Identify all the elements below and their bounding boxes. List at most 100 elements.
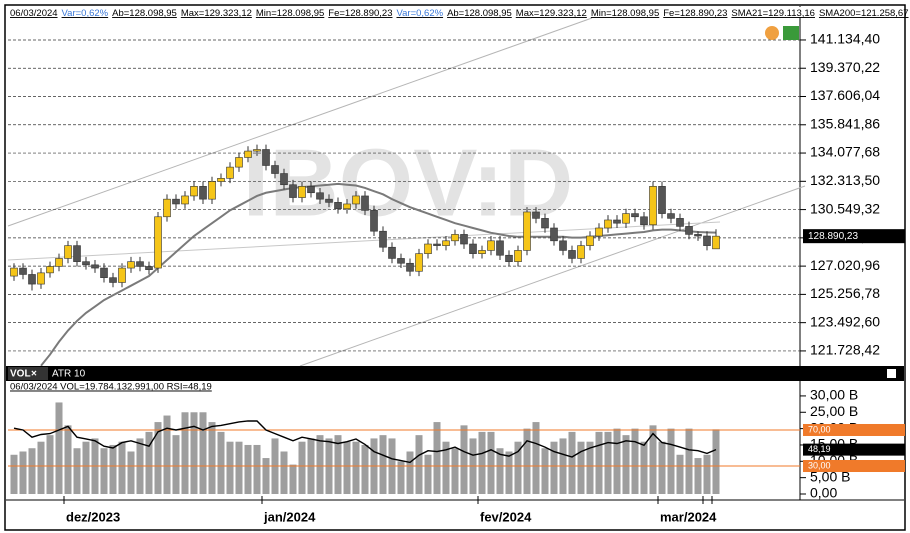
y-tick-label: 121.728,42 — [810, 342, 880, 358]
header-item: 06/03/2024 — [10, 8, 58, 19]
candle-body — [631, 213, 639, 218]
header-item: Min=128.098,95 — [256, 8, 324, 19]
header-item: Max=129.323,12 — [181, 8, 252, 19]
candle-body — [703, 235, 711, 246]
header-item: Min=128.098,95 — [591, 8, 659, 19]
candle-body — [55, 258, 63, 267]
candle-body — [595, 227, 603, 237]
volume-bar — [415, 435, 423, 494]
volume-bar — [145, 431, 153, 494]
volume-bar — [676, 454, 684, 494]
candle-body — [91, 264, 99, 269]
y-tick-label: 137.606,04 — [810, 87, 880, 103]
volume-bar — [514, 441, 522, 494]
header-item: Fe=128.890,23 — [328, 8, 392, 19]
candle-body — [262, 149, 270, 166]
candle-body — [478, 250, 486, 254]
candle-body — [172, 198, 180, 205]
candle-body — [640, 216, 648, 226]
candle-body — [550, 227, 558, 242]
volume-header: 06/03/2024 VOL=19.784.132.991,00 RSI=48,… — [10, 382, 212, 393]
tab[interactable] — [8, 367, 48, 380]
tab-label: ATR 10 — [52, 369, 86, 380]
volume-bar — [604, 431, 612, 494]
panel-bar — [6, 366, 904, 381]
volume-bar — [586, 441, 594, 494]
candle-body — [442, 240, 450, 246]
y-tick-label: 0,00 — [810, 485, 837, 501]
candle-body — [676, 218, 684, 227]
candle-body — [10, 267, 18, 277]
header-item: Ab=128.098,95 — [112, 8, 177, 19]
volume-bar — [451, 448, 459, 494]
icon[interactable] — [765, 26, 779, 40]
volume-bar — [262, 458, 270, 494]
rsi-last-label: 48,19 — [808, 444, 831, 454]
candle-body — [100, 267, 108, 278]
volume-bar — [163, 415, 171, 494]
candle-body — [397, 258, 405, 264]
volume-bar — [460, 425, 468, 494]
icon[interactable] — [783, 26, 799, 40]
volume-bar — [28, 448, 36, 494]
candle-body — [253, 149, 261, 152]
header-item: Fe=128.890,23 — [663, 8, 727, 19]
volume-bar — [208, 422, 216, 494]
header-item: Var=0,62% — [396, 8, 443, 19]
y-tick-label: 123.492,60 — [810, 313, 880, 329]
candle-body — [487, 240, 495, 251]
candle-body — [244, 150, 252, 158]
trend-line — [299, 185, 806, 367]
volume-bar — [577, 441, 585, 494]
candle-body — [712, 235, 720, 250]
rsi-line — [13, 420, 717, 464]
x-tick-label: jan/2024 — [263, 509, 316, 524]
volume-bar — [658, 441, 666, 494]
header-item: Var=0,62% — [62, 8, 109, 19]
candle-body — [298, 186, 306, 198]
y-tick-label: 135.841,86 — [810, 115, 880, 131]
candle-body — [190, 186, 198, 197]
candle-body — [649, 186, 657, 226]
candle-body — [199, 186, 207, 200]
candle-body — [127, 261, 135, 269]
tab-close[interactable]: × — [31, 369, 37, 380]
candle-body — [334, 202, 342, 210]
y-tick-label: 127.020,96 — [810, 257, 880, 273]
volume-bar — [100, 448, 108, 494]
candle-body — [379, 230, 387, 248]
volume-bar — [541, 448, 549, 494]
volume-bar — [253, 444, 261, 494]
candle-body — [415, 253, 423, 272]
candle-body — [37, 272, 45, 285]
rsi-level-label: 30,00 — [808, 460, 831, 470]
trend-line — [7, 17, 593, 227]
volume-bar — [37, 441, 45, 494]
volume-bar — [118, 441, 126, 494]
candle-body — [577, 245, 585, 259]
candle-body — [604, 219, 612, 229]
maximize-button[interactable] — [887, 369, 896, 378]
volume-bar — [406, 451, 414, 494]
candle-body — [586, 235, 594, 246]
candle-body — [136, 261, 144, 267]
volume-bar — [181, 412, 189, 494]
y-tick-label: 132.313,50 — [810, 172, 880, 188]
volume-bar — [109, 444, 117, 494]
candle-body — [271, 165, 279, 174]
volume-bar — [172, 435, 180, 494]
candle-body — [568, 250, 576, 259]
candle-body — [532, 211, 540, 219]
candle-body — [82, 261, 90, 266]
volume-bar — [334, 435, 342, 494]
volume-panel: 06/03/2024 VOL=19.784.132.991,00 RSI=48,… — [8, 382, 905, 501]
y-tick-label: 139.370,22 — [810, 59, 880, 75]
volume-bar — [352, 441, 360, 494]
sma-line — [40, 182, 717, 367]
volume-bar — [703, 454, 711, 494]
volume-bar — [46, 435, 54, 494]
candle-body — [559, 240, 567, 251]
candle-body — [343, 203, 351, 210]
candle-body — [118, 267, 126, 283]
